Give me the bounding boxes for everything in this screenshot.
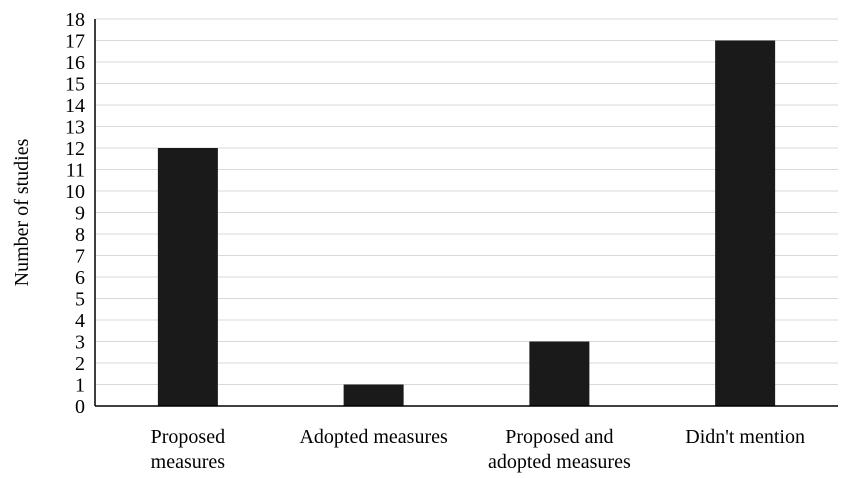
category-label: Proposed and adopted measures xyxy=(488,426,631,473)
y-tick-label: 17 xyxy=(65,31,85,53)
y-tick-label: 8 xyxy=(75,224,85,246)
category-label: Proposed measures xyxy=(151,426,226,473)
y-tick-label: 7 xyxy=(75,246,85,268)
y-tick-label: 11 xyxy=(66,160,85,182)
bar xyxy=(343,384,404,406)
y-tick-label: 18 xyxy=(65,9,85,31)
y-tick-label: 3 xyxy=(75,332,85,354)
bar xyxy=(529,341,590,406)
bars xyxy=(157,40,776,406)
y-axis-label: Number of studies xyxy=(11,138,33,286)
category-label: Adopted measures xyxy=(299,426,448,448)
y-tick-label: 6 xyxy=(75,267,85,289)
category-label: Didn't mention xyxy=(685,426,805,448)
y-tick-label: 13 xyxy=(65,117,85,139)
y-tick-label: 5 xyxy=(75,289,85,311)
y-tick-label: 10 xyxy=(65,181,85,203)
y-tick-label: 2 xyxy=(75,353,85,375)
y-tick-label: 14 xyxy=(65,95,85,117)
category-labels: Proposed measures Adopted measures Proposed… xyxy=(151,426,805,473)
y-tick-label: 9 xyxy=(75,203,85,225)
y-tick-label: 4 xyxy=(75,310,85,332)
gridlines xyxy=(95,18,838,385)
y-tick-label: 16 xyxy=(65,52,85,74)
y-tick-label: 0 xyxy=(75,396,85,418)
y-tick-label: 12 xyxy=(65,138,85,160)
bar xyxy=(157,148,218,406)
axes xyxy=(94,19,838,407)
bar xyxy=(715,40,776,406)
y-tick-label: 15 xyxy=(65,74,85,96)
y-tick-label: 1 xyxy=(75,375,85,397)
